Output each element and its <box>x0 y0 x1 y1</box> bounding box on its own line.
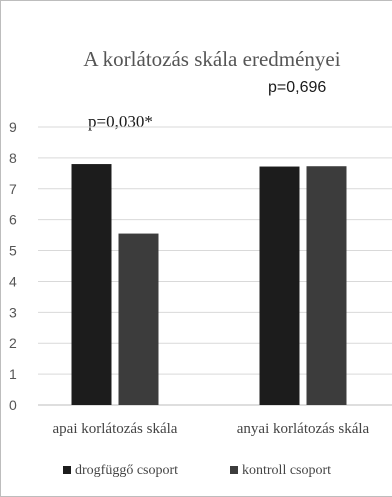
bars <box>71 164 347 405</box>
x-axis-category-labels: apai korlátozás skála anyai korlátozás sk… <box>53 421 370 437</box>
x-category-label: anyai korlátozás skála <box>237 421 370 437</box>
y-tick-label: 7 <box>9 181 17 197</box>
bar-series1-category2 <box>259 166 300 405</box>
legend-label-kontroll: kontroll csoport <box>242 463 331 478</box>
y-tick-label: 1 <box>9 366 17 382</box>
y-axis-tick-labels: 0 1 2 3 4 5 6 7 8 9 <box>9 119 17 413</box>
legend: drogfüggő csoport kontroll csoport <box>63 463 331 478</box>
chart-title: A korlátozás skála eredményei <box>83 47 340 71</box>
x-category-label: apai korlátozás skála <box>53 421 178 437</box>
bar-series1-category1 <box>71 164 112 405</box>
y-tick-label: 3 <box>9 304 17 320</box>
legend-label-drogfuggo: drogfüggő csoport <box>75 463 178 478</box>
legend-swatch-drogfuggo <box>63 466 71 474</box>
y-tick-label: 6 <box>9 212 17 228</box>
p-value-annotation-apai: p=0,030* <box>88 112 153 131</box>
bar-series2-category2 <box>306 166 347 405</box>
y-tick-label: 0 <box>9 397 17 413</box>
y-tick-label: 2 <box>9 335 17 351</box>
y-tick-label: 5 <box>9 243 17 259</box>
y-tick-label: 8 <box>9 150 17 166</box>
bar-series2-category1 <box>118 233 159 405</box>
y-tick-label: 4 <box>9 273 17 289</box>
legend-swatch-kontroll <box>230 466 238 474</box>
y-tick-label: 9 <box>9 119 17 135</box>
p-value-annotation-anyai: p=0,696 <box>268 79 326 96</box>
